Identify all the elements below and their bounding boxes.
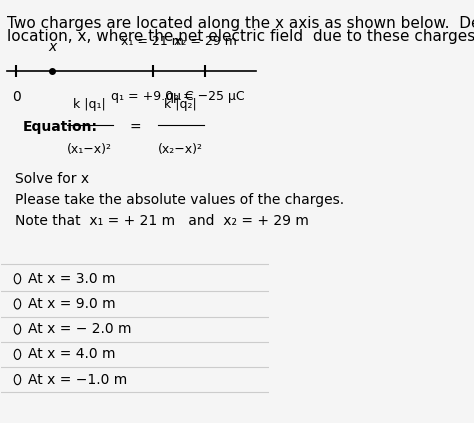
Text: =: =: [129, 121, 141, 135]
Text: x₂ = 29 m: x₂ = 29 m: [173, 35, 237, 48]
Text: k |q₁|: k |q₁|: [73, 99, 106, 112]
Text: Two charges are located along the x axis as shown below.  Determine the: Two charges are located along the x axis…: [7, 16, 474, 31]
Text: At x = − 2.0 m: At x = − 2.0 m: [28, 322, 132, 336]
Text: At x = 9.0 m: At x = 9.0 m: [28, 297, 116, 311]
Text: 0: 0: [12, 90, 20, 104]
Text: Note that  x₁ = + 21 m   and  x₂ = + 29 m: Note that x₁ = + 21 m and x₂ = + 29 m: [15, 214, 309, 228]
Text: Solve for x: Solve for x: [15, 172, 89, 186]
Text: (x₁−x)²: (x₁−x)²: [67, 143, 112, 157]
Text: x₁ = 21 m: x₁ = 21 m: [121, 35, 184, 48]
Text: q₁ = +9.0μ C: q₁ = +9.0μ C: [111, 90, 194, 103]
Text: location, x, where the net electric field  due to these charges  is zero.: location, x, where the net electric fiel…: [7, 29, 474, 44]
Text: q₂ = −25 μC: q₂ = −25 μC: [165, 90, 244, 103]
Text: At x = 4.0 m: At x = 4.0 m: [28, 347, 116, 361]
Text: At x = −1.0 m: At x = −1.0 m: [28, 373, 128, 387]
Text: k |q₂|: k |q₂|: [164, 99, 197, 112]
Text: Please take the absolute values of the charges.: Please take the absolute values of the c…: [15, 192, 344, 206]
Text: (x₂−x)²: (x₂−x)²: [158, 143, 203, 157]
Text: x: x: [48, 40, 56, 54]
Text: Equation:: Equation:: [23, 121, 98, 135]
Text: At x = 3.0 m: At x = 3.0 m: [28, 272, 116, 286]
